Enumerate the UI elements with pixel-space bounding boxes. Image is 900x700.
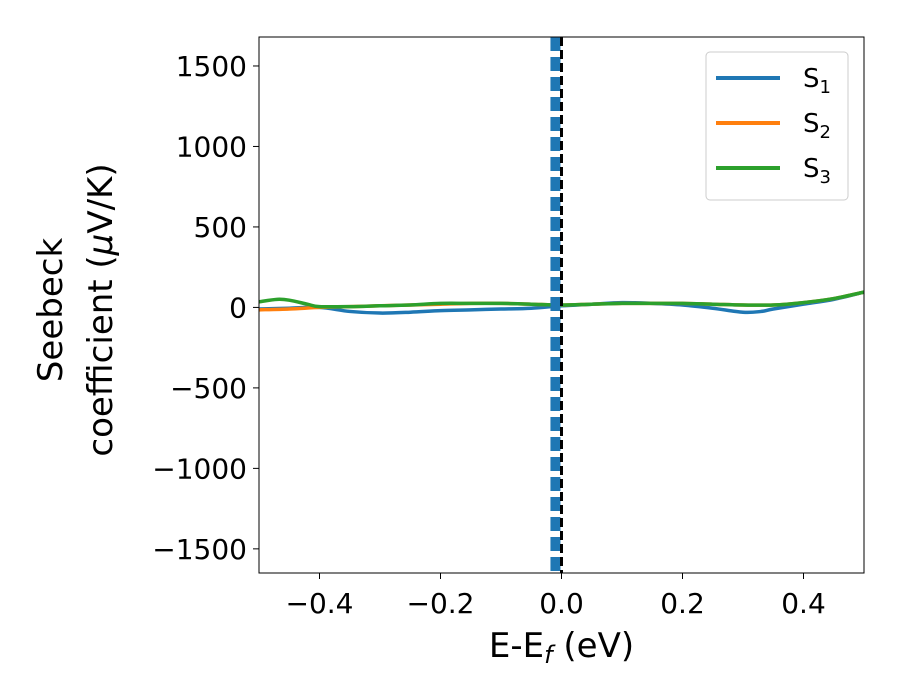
legend-label-s1: S1 <box>803 64 831 98</box>
x-tick-label: 0.0 <box>539 587 584 620</box>
y-tick-label: 0 <box>229 291 247 324</box>
y-axis-label-line2: coefficient (μV/K) <box>81 163 121 456</box>
y-axis-ticks: −1500 −1000 −500 0 500 1000 1500 <box>152 50 259 566</box>
legend: S1 S2 S3 <box>705 51 849 201</box>
legend-label-s2: S2 <box>803 109 831 143</box>
y-tick-label: −500 <box>170 372 247 405</box>
y-axis-label-line1: Seebeck <box>31 238 71 383</box>
x-tick-label: 0.2 <box>660 587 705 620</box>
y-tick-label: 1500 <box>176 50 247 83</box>
y-axis-label-line2-prefix: coefficient ( <box>81 255 121 456</box>
x-axis-label-unit: (eV) <box>553 626 635 666</box>
legend-label-s3: S3 <box>803 154 831 188</box>
x-tick-label: 0.4 <box>781 587 826 620</box>
y-tick-label: −1500 <box>152 533 247 566</box>
y-tick-label: 500 <box>194 211 247 244</box>
x-axis-label-main: E-E <box>489 626 544 666</box>
y-tick-label: 1000 <box>176 130 247 163</box>
x-axis-label: E-Ef (eV) <box>489 626 634 669</box>
x-tick-label: −0.2 <box>407 587 475 620</box>
y-axis-label-line2-suffix: V/K) <box>81 163 121 233</box>
x-tick-label: −0.4 <box>286 587 354 620</box>
vertical-reference-lines <box>550 37 563 573</box>
y-axis-label: Seebeck coefficient (μV/K) <box>31 163 121 456</box>
series-line-s3 <box>259 290 864 309</box>
legend-box <box>705 51 849 201</box>
y-axis-label-line2-mu: μ <box>81 234 121 257</box>
y-tick-label: −1000 <box>152 452 247 485</box>
x-axis-ticks: −0.4 −0.2 0.0 0.2 0.4 <box>286 573 826 620</box>
